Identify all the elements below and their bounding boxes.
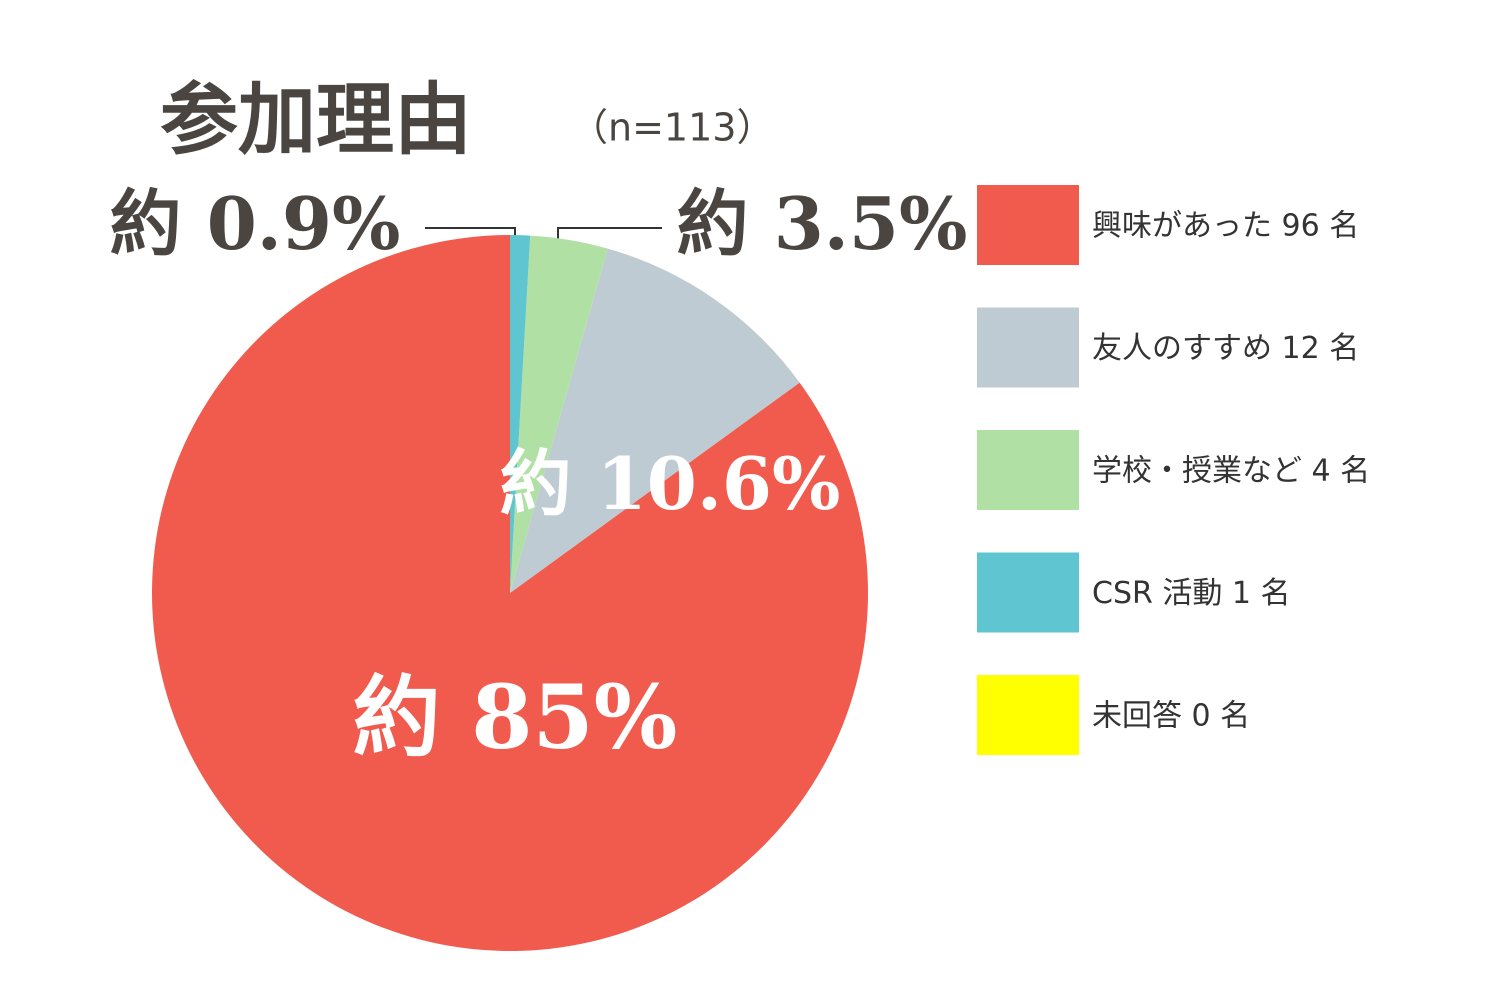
data-label: 約 85% (353, 665, 678, 769)
pie-slice (510, 235, 531, 593)
legend-label: 友人のすすめ 12 名 (1092, 331, 1359, 366)
legend-swatch (977, 675, 1079, 755)
pie-slice (510, 235, 608, 593)
chart-title: 参加理由 (160, 75, 472, 165)
pie-slice (152, 235, 869, 951)
data-label: 約 0.9% (110, 181, 401, 266)
legend-swatch (977, 430, 1079, 510)
legend-label: 未回答 0 名 (1092, 699, 1250, 734)
legend-swatch (977, 552, 1079, 633)
legend-label: CSR 活動 1 名 (1092, 576, 1291, 611)
data-label: 約 10.6% (500, 441, 841, 526)
chart-subtitle: （n=113） (570, 106, 774, 150)
legend-label: 興味があった 96 名 (1092, 209, 1359, 244)
data-label: 約 3.5% (677, 181, 968, 266)
legend-swatch (977, 307, 1079, 388)
legend-label: 学校・授業など 4 名 (1092, 454, 1370, 489)
legend-swatch (977, 185, 1079, 265)
pie-slice (510, 248, 800, 593)
